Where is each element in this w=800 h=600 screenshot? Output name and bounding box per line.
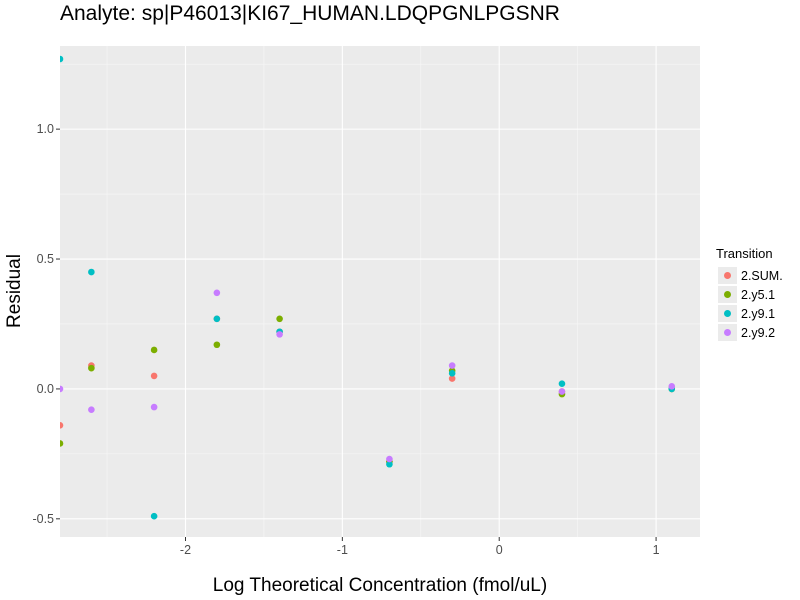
data-point [386,455,393,463]
legend-label: 2.y5.1 [741,287,776,302]
data-point [150,372,158,380]
legend-label: 2.SUM. [741,268,783,283]
legend-label: 2.y9.2 [741,325,776,340]
data-point [448,362,456,369]
data-point [60,385,64,393]
legend-items: 2.SUM. 2.y5.1 2.y9.1 2.y9.2 [716,266,783,342]
legend-dot-icon [724,329,731,336]
legend-key [718,286,737,303]
data-point [213,341,221,349]
legend-dot-icon [724,310,731,317]
legend-item: 2.y9.1 [716,304,783,323]
legend-item: 2.y5.1 [716,285,783,304]
x-tick-label: -1 [337,543,348,557]
data-point [276,315,283,323]
x-tick-label: -2 [180,543,191,557]
data-point [150,403,158,411]
legend-dot-icon [724,291,731,298]
data-point [60,421,64,429]
chart-title: Analyte: sp|P46013|KI67_HUMAN.LDQPGNLPGS… [60,2,560,25]
data-point [558,388,566,395]
x-axis-title: Log Theoretical Concentration (fmol/uL) [213,575,547,596]
data-point [448,375,456,382]
data-point [60,440,64,447]
points-layer [60,55,676,520]
data-point [558,380,566,388]
x-tick-label: 0 [496,543,503,557]
major-gridlines [60,46,700,537]
y-tick-label: -0.5 [32,512,54,526]
legend-title: Transition [716,246,773,261]
legend-key [718,267,737,284]
x-tick-label: 1 [653,543,660,557]
x-axis-ticks: -2 -1 0 1 [180,537,660,557]
data-point [150,512,158,520]
data-points [60,55,676,520]
data-point [448,370,456,377]
legend-label: 2.y9.1 [741,306,776,321]
data-point [88,268,95,276]
legend-dot-icon [724,272,731,279]
y-axis-ticks: -0.5 0.0 0.5 1.0 [32,122,60,526]
data-point [88,364,95,372]
legend-item: 2.y9.2 [716,323,783,342]
y-axis-title: Residual [4,254,25,328]
data-point [213,289,221,297]
minor-gridlines [60,46,700,537]
data-point [386,460,393,468]
data-point [60,55,64,63]
legend-item: 2.SUM. [716,266,783,285]
y-tick-label: 1.0 [37,122,54,136]
data-point [88,406,95,414]
data-point [668,383,676,390]
data-point [150,346,158,354]
legend-key [718,305,737,322]
y-tick-label: 0.0 [37,382,54,396]
data-point [276,331,283,338]
plot-panel [60,46,700,537]
y-tick-label: 0.5 [37,252,54,266]
legend-key [718,324,737,341]
data-point [213,315,221,323]
legend: Transition 2.SUM. 2.y5.1 2.y9.1 2.y9.2 [716,246,783,342]
